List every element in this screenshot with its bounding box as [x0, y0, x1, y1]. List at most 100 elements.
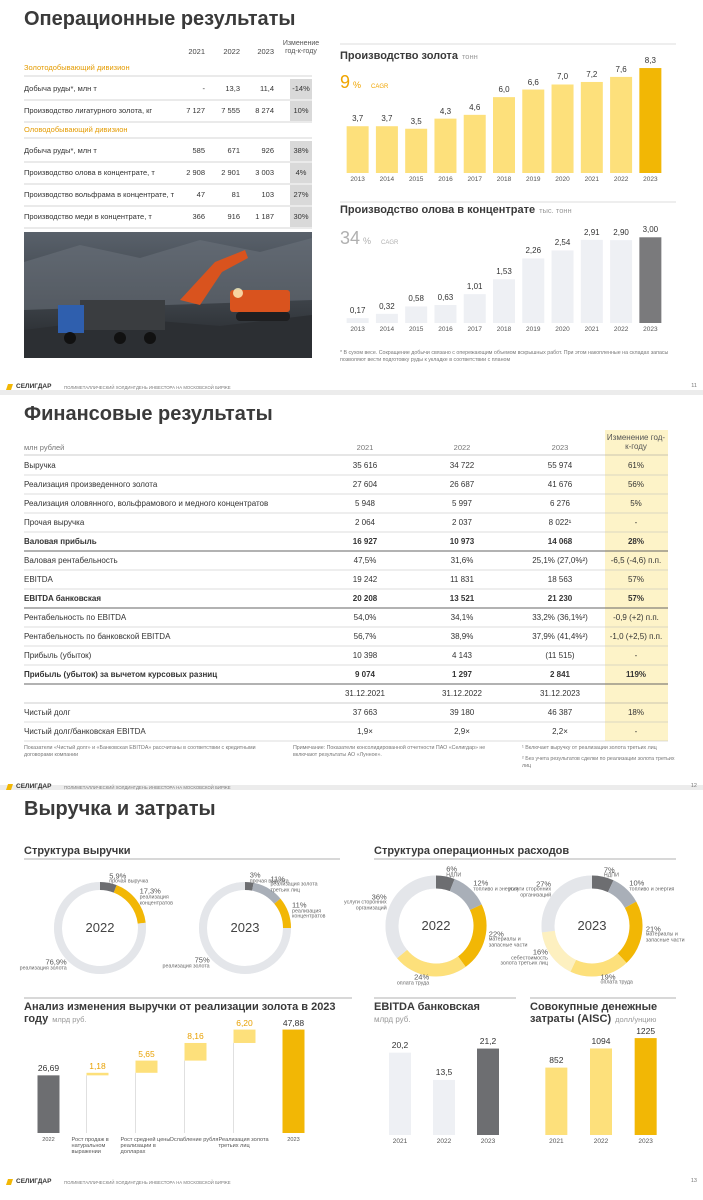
row-label: Реализация оловянного, вольфрамового и м…: [24, 499, 269, 508]
segment: [199, 882, 291, 974]
page-number: 12: [690, 783, 697, 789]
cell: 585: [192, 146, 205, 155]
value-label: 4,3: [439, 106, 452, 116]
slide-title: Финансовые результаты: [24, 403, 273, 425]
bar: [522, 258, 545, 323]
bar: [346, 126, 369, 173]
value-label: 3,7: [352, 114, 364, 124]
segment-value: 76,9%: [45, 957, 67, 967]
footnote: Показатели «Чистый долг» и «Банковская E…: [24, 745, 256, 758]
value-label: 0,63: [437, 293, 454, 302]
change-cell: 30%: [290, 207, 312, 227]
date-header: 31.12.2021: [344, 689, 386, 698]
change-cell: 10%: [290, 101, 312, 121]
cell: 14 068: [547, 537, 573, 546]
segment-label: 19% оплата труда: [601, 973, 653, 986]
value-label: 13,5: [435, 1067, 453, 1078]
value-label: 6,20: [236, 1017, 253, 1028]
segment-label: 3% прочая выручка: [250, 872, 302, 885]
change-cell: -: [634, 651, 638, 660]
bar: [477, 1048, 499, 1135]
cagr: 34% CAGR: [340, 228, 398, 249]
segment: [397, 949, 466, 977]
segment-name: реализация золота третьих лиц: [270, 881, 318, 894]
cell: 2 841: [549, 670, 571, 679]
segment-label: 10% топливо и энергия: [629, 880, 681, 893]
segment-name: прочая выручка: [249, 878, 289, 885]
cagr-value: 34: [340, 228, 361, 248]
segment-value: 24%: [414, 972, 430, 982]
value-label: 6,6: [527, 77, 539, 87]
cell: 38,9%: [450, 632, 474, 641]
bar: [493, 97, 515, 173]
change-cell: -14%: [290, 79, 312, 99]
segment-value: 10%: [629, 878, 645, 888]
bar: [405, 128, 428, 173]
category-label: 2022: [593, 1138, 609, 1145]
bar: [551, 84, 574, 173]
segment-name: реализация концентратов: [292, 908, 326, 920]
value-label: 8,3: [644, 56, 656, 66]
bar: [86, 1072, 109, 1076]
chart-title: Производство золота тонн: [340, 50, 670, 63]
chart-title-text: EBITDA банковская: [374, 1001, 480, 1013]
bar: [545, 1067, 568, 1135]
chart-unit: долл/унцию: [615, 1015, 657, 1024]
cell: 1,9×: [357, 727, 373, 736]
column-header: 2021: [356, 443, 374, 452]
footnote: * В сухом весе. Сокращение добычи связан…: [340, 350, 669, 363]
category-label: 2021: [584, 176, 600, 183]
chart-title-text: Анализ изменения выручки от реализации з…: [24, 1001, 336, 1025]
column-header: 2023: [257, 47, 274, 56]
column-header: Изменение год-к-году: [606, 433, 666, 451]
chart-unit: тонн: [461, 52, 478, 61]
cell: 671: [227, 146, 240, 155]
cell: 27 604: [352, 480, 378, 489]
value-label: 26,69: [37, 1063, 60, 1074]
cell: 2,9×: [454, 727, 470, 736]
segment: [591, 875, 614, 893]
cell: 1 187: [255, 212, 274, 221]
slide-gap: [0, 390, 703, 395]
footnote: Примечание: Показатели консолидированной…: [293, 745, 486, 758]
value-label: 6,0: [498, 85, 510, 95]
cell: 5 948: [354, 499, 376, 508]
segment-name: оплата труда: [600, 979, 633, 986]
value-label: 47,88: [282, 1017, 305, 1028]
change-cell: 38%: [290, 141, 312, 161]
column-header: млн рублей: [24, 443, 65, 452]
category-label: 2013: [350, 326, 365, 333]
category-label: 2018: [496, 176, 512, 183]
date-header: 31.12.2023: [539, 689, 581, 698]
cell: 9 074: [354, 670, 376, 679]
cagr-label: CAGR: [371, 84, 389, 90]
segment-value: 7%: [603, 865, 615, 875]
footer-event: ДЕНЬ ИНВЕСТОРА НА МОСКОВСКОЙ БИРЖЕ: [136, 384, 231, 390]
segment-label: 6% НДПИ: [446, 866, 498, 879]
segment-value: 21%: [645, 923, 661, 933]
cell: 56,7%: [353, 632, 377, 641]
category-label: 2021: [392, 1138, 408, 1145]
cell: 11,4: [259, 84, 274, 93]
segment-name: оплата труда: [396, 979, 430, 986]
category-label: 2014: [379, 326, 395, 333]
cell: 13 521: [449, 594, 475, 603]
segment: [570, 953, 627, 977]
chart-unit: тыс. тонн: [539, 206, 572, 215]
cell: 2 901: [221, 168, 240, 177]
change-cell: 56%: [627, 480, 644, 489]
category-label: 2021: [549, 1138, 564, 1145]
row-label: Производство лигатурного золота, кг: [24, 106, 153, 115]
cagr-unit: %: [353, 80, 362, 90]
segment: [541, 930, 577, 972]
segment: [385, 875, 437, 959]
category-label: 2017: [467, 326, 482, 333]
category-label: 2016: [438, 176, 453, 183]
cell: 26 687: [449, 480, 475, 489]
segment-label: 21% материалы и запасные части: [646, 925, 698, 944]
footer-tagline: ПОЛИМЕТАЛЛИЧЕСКИЙ ХОЛДИНГ: [64, 1179, 136, 1185]
value-label: 8,16: [187, 1030, 204, 1041]
cell: 21 230: [547, 594, 573, 603]
segment-label: 11% реализация концентратов: [292, 902, 344, 921]
row-label: Производство вольфрама в концентрате, т: [24, 190, 175, 199]
